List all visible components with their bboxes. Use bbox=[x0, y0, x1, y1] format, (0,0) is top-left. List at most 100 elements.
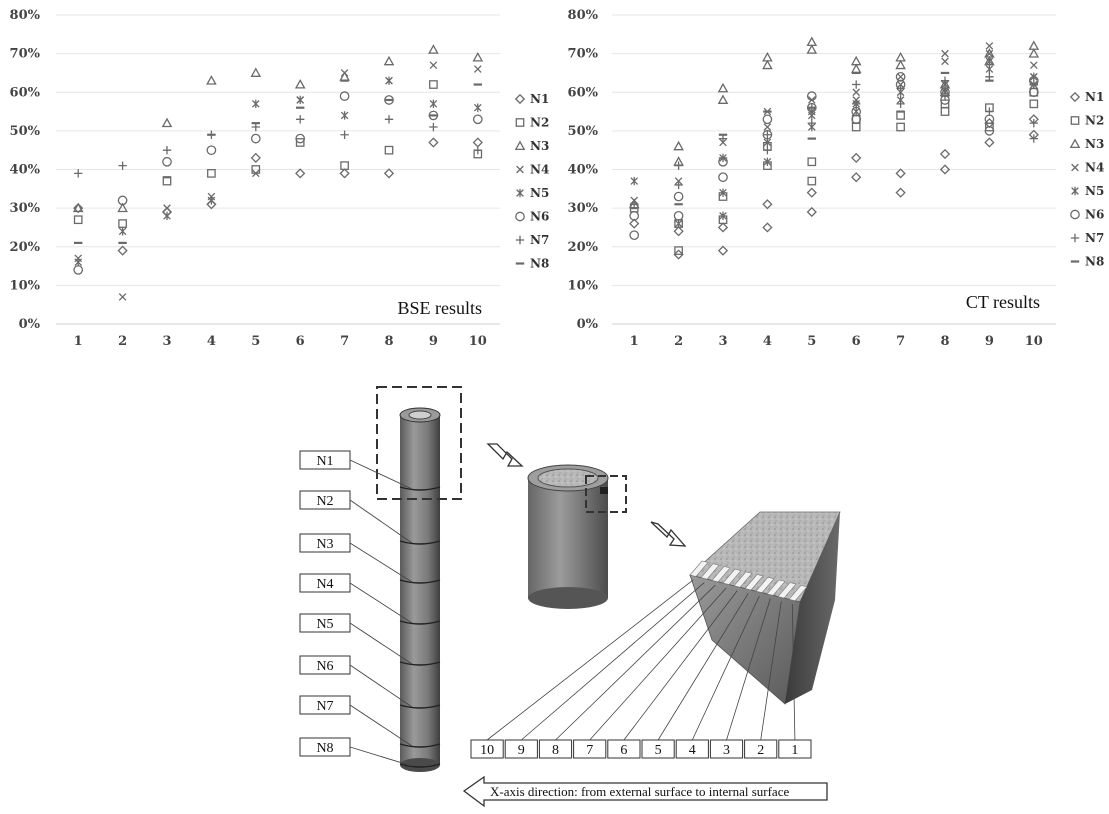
segment-leader-line bbox=[657, 593, 749, 741]
data-point-n3 bbox=[1028, 40, 1040, 50]
legend-label: N6 bbox=[530, 210, 549, 224]
legend-label: N7 bbox=[530, 233, 549, 247]
layer-label: N7 bbox=[316, 699, 333, 714]
segment-leader-line bbox=[760, 601, 782, 741]
data-point-n3 bbox=[895, 59, 906, 70]
data-point-n1 bbox=[673, 249, 684, 260]
data-point-n5 bbox=[852, 107, 861, 116]
x-axis-arrow bbox=[462, 775, 828, 808]
y-tick-label: 0% bbox=[19, 317, 41, 332]
data-point-n1 bbox=[428, 137, 439, 148]
data-point-n1 bbox=[851, 152, 862, 164]
legend-label: N4 bbox=[530, 163, 549, 177]
data-point-n2 bbox=[429, 80, 438, 89]
data-point-n7 bbox=[896, 84, 905, 93]
layer-label: N2 bbox=[316, 494, 333, 509]
data-point-n7 bbox=[1029, 134, 1038, 143]
data-point-n2 bbox=[896, 111, 905, 120]
segment-label-box bbox=[744, 739, 778, 759]
data-point-n5 bbox=[473, 103, 482, 112]
legend-marker-n4 bbox=[1071, 163, 1079, 172]
cup-detail-box bbox=[585, 475, 627, 513]
data-point-n5 bbox=[207, 196, 216, 205]
data-point-n5 bbox=[630, 176, 639, 186]
legend-label: N7 bbox=[1085, 231, 1104, 245]
data-point-n5 bbox=[763, 138, 772, 147]
data-point-n5 bbox=[385, 76, 393, 85]
data-point-n6 bbox=[895, 71, 906, 82]
data-point-n4 bbox=[896, 72, 905, 81]
data-point-n3 bbox=[850, 63, 862, 74]
ct-chart: 0% 10% 20% 30% 40% 50% 60% 70% 80% 1 2 3 4 5 6 7 8 9 10 N1 N… bbox=[568, 8, 1105, 349]
data-point-n3 bbox=[472, 51, 484, 62]
data-point-n6 bbox=[117, 195, 128, 206]
tube-ring bbox=[399, 486, 441, 491]
tube-ring bbox=[399, 540, 441, 545]
segment-label: 5 bbox=[655, 743, 662, 758]
data-point-n3 bbox=[850, 55, 862, 66]
data-point-n4 bbox=[1029, 61, 1038, 70]
x-tick-label: 3 bbox=[162, 334, 171, 349]
data-point-n1 bbox=[73, 203, 84, 214]
data-point-n4 bbox=[118, 293, 127, 301]
leader-lines: N1 N2 N3 N4 N5 N6 N7 N8 10 9 8 7 6 5 4 3 2 1 bbox=[299, 450, 812, 767]
cup-body bbox=[528, 478, 608, 598]
wedge-slices bbox=[689, 560, 808, 602]
data-point-n7 bbox=[763, 130, 772, 139]
leader-line bbox=[349, 664, 413, 708]
y-tick-label: 0% bbox=[577, 317, 599, 332]
data-point-n3 bbox=[1028, 48, 1040, 58]
data-point-n3 bbox=[117, 202, 128, 213]
tube-bore bbox=[408, 410, 432, 420]
data-point-n6 bbox=[162, 156, 172, 167]
charts-layer: 0%10%20%30%40%50%60%70%80%1 2 3 4 5 6 7 8 9 10N1N… bbox=[10, 8, 1105, 349]
arrow-down-right-icon bbox=[650, 521, 687, 547]
x-tick-label: 5 bbox=[807, 334, 816, 349]
legend-marker-n7 bbox=[1070, 233, 1080, 243]
data-point-n2 bbox=[807, 176, 817, 186]
legend-marker-n5 bbox=[516, 188, 524, 198]
wedge-slice bbox=[722, 568, 742, 585]
data-point-n7 bbox=[74, 169, 83, 178]
data-point-n3 bbox=[428, 44, 439, 54]
legend-label: N8 bbox=[1085, 255, 1104, 269]
legend-marker-n3 bbox=[514, 140, 526, 151]
legend-label: N4 bbox=[1085, 161, 1104, 175]
tube-body bbox=[400, 415, 440, 765]
data-point-n4 bbox=[163, 204, 171, 212]
data-point-n5 bbox=[296, 95, 305, 105]
data-point-n2 bbox=[340, 161, 349, 170]
wedge-slice bbox=[711, 566, 731, 583]
data-point-n7 bbox=[162, 145, 172, 155]
data-point-n3 bbox=[984, 48, 995, 58]
segment-leader-line bbox=[791, 604, 796, 741]
data-point-n2 bbox=[807, 157, 817, 167]
segment-leader-line bbox=[691, 595, 760, 741]
tube-ring bbox=[399, 579, 441, 584]
x-tick-label: 6 bbox=[296, 334, 305, 349]
data-point-n3 bbox=[72, 202, 84, 213]
data-point-n5 bbox=[118, 227, 127, 236]
leader-line bbox=[349, 499, 413, 544]
data-point-n6 bbox=[629, 230, 640, 241]
x-tick-label: 10 bbox=[469, 334, 487, 349]
data-point-n1 bbox=[717, 245, 729, 256]
data-point-n4 bbox=[852, 88, 861, 97]
data-point-n5 bbox=[340, 111, 349, 120]
x-tick-label: 8 bbox=[384, 334, 393, 349]
data-point-n5 bbox=[674, 219, 683, 228]
layer-label: N8 bbox=[316, 741, 333, 756]
wedge-slice bbox=[700, 563, 720, 580]
data-point-n7 bbox=[429, 122, 438, 132]
legend-marker-n4 bbox=[516, 165, 524, 174]
data-point-n4 bbox=[473, 65, 482, 73]
legend-label: N5 bbox=[530, 186, 549, 200]
legend-label: N3 bbox=[1085, 137, 1104, 151]
data-point-n7 bbox=[473, 145, 482, 155]
x-tick-label: 1 bbox=[74, 334, 83, 349]
data-point-n3 bbox=[806, 44, 818, 54]
leader-line bbox=[349, 746, 413, 767]
tube-bottom bbox=[400, 758, 440, 772]
data-point-n3 bbox=[895, 51, 906, 62]
